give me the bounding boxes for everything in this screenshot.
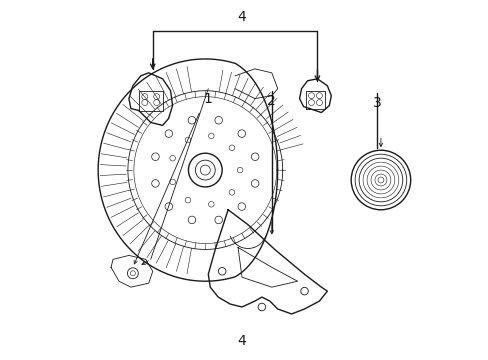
Text: 2: 2 [267, 94, 276, 108]
Text: 3: 3 [372, 96, 381, 109]
Text: 4: 4 [237, 10, 246, 24]
Text: 1: 1 [203, 92, 212, 105]
Text: 4: 4 [237, 334, 246, 348]
